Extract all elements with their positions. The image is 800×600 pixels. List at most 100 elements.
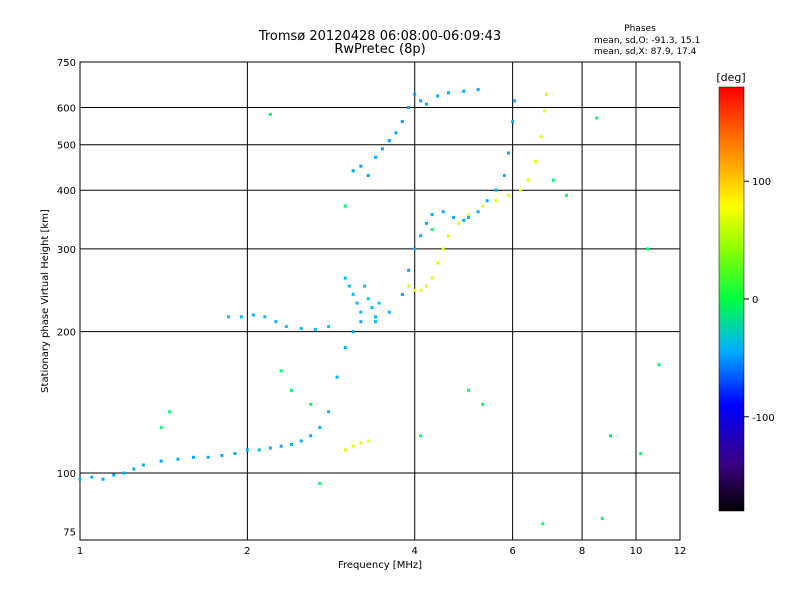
data-point	[366, 173, 370, 177]
data-point	[467, 215, 471, 219]
data-point	[419, 99, 423, 103]
data-point	[370, 306, 374, 310]
data-point	[425, 284, 429, 288]
data-point	[400, 120, 404, 124]
series-scattered-echoes	[159, 112, 661, 526]
data-point	[220, 453, 224, 457]
data-point	[335, 375, 339, 379]
x-axis-label: Frequency [MHz]	[338, 560, 422, 571]
data-point	[425, 221, 429, 225]
data-point	[476, 210, 480, 214]
data-point	[132, 467, 136, 471]
y-tick-label: 300	[57, 245, 76, 256]
data-point	[507, 151, 511, 155]
stats-header: Phases	[624, 24, 656, 34]
data-point	[441, 247, 445, 251]
data-point	[355, 301, 359, 305]
data-point	[419, 234, 423, 238]
data-point	[168, 410, 172, 414]
data-point	[359, 320, 363, 324]
series-o-mode-trace-low-	[78, 99, 517, 481]
data-point	[299, 439, 303, 443]
data-point	[462, 218, 466, 222]
data-point	[430, 276, 434, 280]
data-point	[519, 188, 523, 192]
data-point	[284, 325, 288, 329]
data-point	[407, 284, 411, 288]
data-point	[481, 402, 485, 406]
data-point	[347, 284, 351, 288]
data-point	[90, 475, 94, 479]
y-tick-label: 600	[57, 104, 76, 115]
data-point	[289, 388, 293, 392]
colorbar-ticks: 100 0 -100	[744, 177, 775, 424]
data-point	[363, 284, 367, 288]
y-tick-label: 100	[57, 469, 76, 480]
y-tick-label: 400	[57, 186, 76, 197]
x-tick-label: 2	[244, 546, 250, 557]
data-point	[309, 402, 313, 406]
data-point	[268, 446, 272, 450]
data-point	[565, 193, 569, 197]
data-point	[462, 89, 466, 93]
y-tick-label: 750	[57, 58, 76, 69]
stats-o-mode: mean, sd,O: -91.3, 15.1	[594, 36, 700, 46]
data-point	[191, 455, 195, 459]
colorbar-tick-label: 0	[752, 295, 758, 306]
data-point	[159, 459, 163, 463]
data-point	[343, 346, 347, 350]
data-point	[351, 169, 355, 173]
data-point	[485, 199, 489, 203]
data-point	[467, 213, 471, 217]
data-point	[457, 221, 461, 225]
data-point	[309, 434, 313, 438]
data-point	[78, 477, 82, 481]
data-point	[251, 313, 255, 317]
data-point	[502, 173, 506, 177]
chart-subtitle: RwPretec (8p)	[334, 42, 425, 57]
data-point	[366, 297, 370, 301]
y-axis-ticks: 75 100 200 300 400 500 600 750	[57, 58, 76, 539]
data-point	[639, 452, 643, 456]
data-point	[343, 448, 347, 452]
data-point	[159, 425, 163, 429]
data-point	[394, 131, 398, 135]
data-point	[543, 109, 547, 113]
series-o-mode-high-layer	[351, 88, 480, 177]
data-point	[419, 288, 423, 292]
data-point	[318, 481, 322, 485]
data-point	[122, 471, 126, 475]
data-point	[263, 315, 267, 319]
data-point	[176, 457, 180, 461]
y-tick-label: 200	[57, 328, 76, 339]
data-point	[413, 92, 417, 96]
x-tick-label: 1	[77, 546, 83, 557]
data-point	[351, 292, 355, 296]
data-point	[407, 106, 411, 110]
data-point	[436, 261, 440, 265]
x-tick-label: 6	[509, 546, 515, 557]
series-x-mode-trace	[343, 92, 548, 452]
data-point	[359, 310, 363, 314]
data-point	[441, 210, 445, 214]
data-point	[279, 369, 283, 373]
data-point	[511, 120, 515, 124]
data-point	[446, 91, 450, 95]
data-point	[327, 410, 331, 414]
data-point	[245, 448, 249, 452]
data-point	[407, 268, 411, 272]
data-point	[366, 439, 370, 443]
data-point	[268, 112, 272, 116]
data-point	[257, 448, 261, 452]
y-axis-label: Stationary phase Virtual Height [km]	[40, 209, 51, 393]
x-tick-label: 10	[630, 546, 643, 557]
data-point	[274, 320, 278, 324]
data-point	[544, 92, 548, 96]
y-tick-label: 75	[63, 528, 76, 539]
data-point	[351, 330, 355, 334]
data-point	[373, 155, 377, 159]
data-point	[343, 204, 347, 208]
data-point	[327, 325, 331, 329]
data-point	[101, 477, 105, 481]
data-point	[481, 204, 485, 208]
